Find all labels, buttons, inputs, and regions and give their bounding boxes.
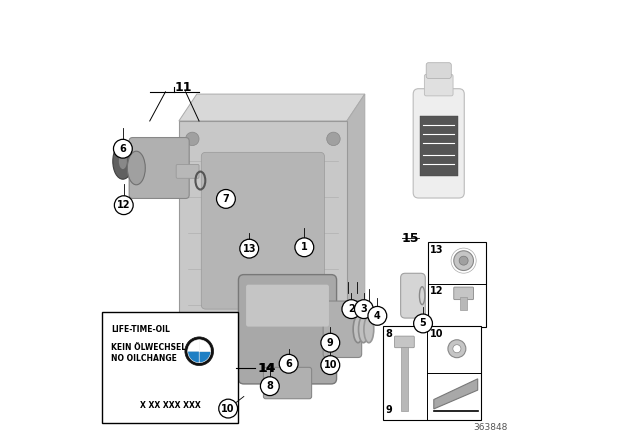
- Circle shape: [240, 239, 259, 258]
- Text: 5: 5: [420, 319, 426, 328]
- Text: 1: 1: [301, 242, 308, 252]
- Text: NO OILCHANGE: NO OILCHANGE: [111, 354, 177, 363]
- Text: 14: 14: [258, 362, 276, 375]
- Text: 363848: 363848: [473, 423, 508, 432]
- Text: 8: 8: [385, 329, 392, 339]
- Text: X XX XXX XXX: X XX XXX XXX: [140, 401, 200, 410]
- FancyBboxPatch shape: [102, 312, 238, 423]
- Circle shape: [453, 345, 461, 353]
- Circle shape: [279, 354, 298, 373]
- Circle shape: [185, 337, 214, 366]
- Circle shape: [448, 340, 466, 358]
- Polygon shape: [179, 94, 365, 121]
- FancyBboxPatch shape: [420, 116, 458, 176]
- Polygon shape: [347, 94, 365, 340]
- FancyBboxPatch shape: [179, 121, 347, 340]
- FancyBboxPatch shape: [246, 284, 329, 327]
- Circle shape: [326, 316, 340, 329]
- Circle shape: [113, 139, 132, 158]
- FancyBboxPatch shape: [413, 89, 464, 198]
- Polygon shape: [434, 379, 477, 409]
- FancyBboxPatch shape: [394, 336, 414, 348]
- FancyBboxPatch shape: [461, 297, 467, 310]
- Circle shape: [326, 132, 340, 146]
- FancyBboxPatch shape: [264, 367, 312, 399]
- Circle shape: [321, 333, 340, 352]
- Text: KEIN ÖLWECHSEL: KEIN ÖLWECHSEL: [111, 343, 186, 352]
- FancyBboxPatch shape: [202, 152, 324, 309]
- Wedge shape: [199, 351, 211, 363]
- FancyBboxPatch shape: [129, 138, 189, 198]
- Circle shape: [413, 314, 433, 333]
- Text: 10: 10: [221, 404, 235, 414]
- FancyBboxPatch shape: [454, 287, 474, 300]
- FancyBboxPatch shape: [239, 275, 337, 384]
- Text: 10: 10: [430, 329, 444, 339]
- Circle shape: [321, 356, 340, 375]
- Ellipse shape: [353, 316, 363, 343]
- Ellipse shape: [127, 151, 145, 185]
- FancyBboxPatch shape: [401, 273, 425, 318]
- FancyBboxPatch shape: [323, 301, 362, 358]
- Text: 2: 2: [348, 304, 355, 314]
- Circle shape: [219, 399, 237, 418]
- Circle shape: [459, 256, 468, 265]
- Text: 6: 6: [285, 359, 292, 369]
- Text: 3: 3: [360, 304, 367, 314]
- Text: 13: 13: [243, 244, 256, 254]
- Ellipse shape: [364, 316, 374, 343]
- Wedge shape: [199, 340, 211, 351]
- Text: 14: 14: [257, 362, 275, 375]
- FancyBboxPatch shape: [176, 164, 199, 178]
- Text: 13: 13: [430, 245, 444, 254]
- Circle shape: [355, 300, 373, 319]
- Wedge shape: [188, 340, 199, 351]
- FancyBboxPatch shape: [424, 74, 453, 96]
- FancyBboxPatch shape: [383, 326, 481, 420]
- Text: 9: 9: [327, 338, 333, 348]
- Ellipse shape: [358, 316, 369, 343]
- Circle shape: [368, 306, 387, 325]
- Text: 6: 6: [120, 144, 126, 154]
- Ellipse shape: [113, 143, 133, 179]
- Circle shape: [295, 238, 314, 257]
- Ellipse shape: [119, 153, 127, 169]
- Text: LIFE-TIME-OIL: LIFE-TIME-OIL: [111, 325, 170, 334]
- Text: 8: 8: [266, 381, 273, 391]
- Wedge shape: [188, 351, 199, 363]
- FancyBboxPatch shape: [401, 347, 408, 411]
- Circle shape: [115, 196, 133, 215]
- Circle shape: [216, 190, 236, 208]
- Circle shape: [186, 132, 199, 146]
- Text: 12: 12: [430, 286, 444, 296]
- Text: 7: 7: [223, 194, 229, 204]
- Circle shape: [186, 316, 199, 329]
- Text: 12: 12: [117, 200, 131, 210]
- Text: 4: 4: [374, 311, 381, 321]
- Text: 11: 11: [174, 81, 192, 94]
- Circle shape: [454, 251, 474, 271]
- Text: 10: 10: [324, 360, 337, 370]
- FancyBboxPatch shape: [428, 242, 486, 327]
- Text: 15: 15: [402, 232, 419, 245]
- FancyBboxPatch shape: [426, 63, 451, 78]
- Text: 9: 9: [385, 405, 392, 415]
- Circle shape: [260, 377, 279, 396]
- Circle shape: [342, 300, 361, 319]
